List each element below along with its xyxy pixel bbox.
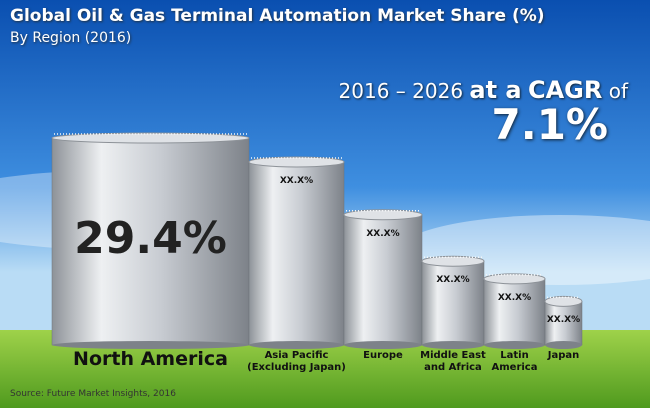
category-label: Middle East and Africa [420,350,486,373]
tank-roof [51,132,250,144]
tank-base [249,341,344,349]
value-label: XX.X% [436,275,470,286]
tank-base [422,341,484,349]
cagr-line: 2016 – 2026 at a CAGR of [339,76,628,104]
cagr-of: of [608,79,628,103]
tank [248,161,345,346]
tank [343,214,423,346]
value-label: XX.X% [497,292,532,303]
category-label: Asia Pacific (Excluding Japan) [247,350,346,373]
category-label: Japan [547,350,580,361]
tank [421,260,485,346]
tank-roof [483,273,546,285]
title: Global Oil & Gas Terminal Automation Mar… [10,6,545,26]
value-label: XX.X% [366,228,400,239]
tank-roof [248,156,345,168]
tank [544,301,583,346]
value-label: XX.X% [279,175,314,186]
category-label: Latin America [491,350,538,373]
cagr-at: at a [469,76,522,104]
source: Source: Future Market Insights, 2016 [10,389,176,399]
tank-base [52,341,249,349]
tank-roof [421,255,485,267]
tank-base [484,341,545,349]
tank-roof [343,209,423,221]
cagr-period: 2016 – 2026 [338,79,464,103]
tank-roof [544,295,583,307]
tank [483,278,546,346]
tank [51,137,250,346]
category-label: North America [73,348,228,370]
value-label: XX.X% [546,315,581,326]
subtitle: By Region (2016) [10,30,132,46]
tank-base [344,341,422,349]
tank-base [545,341,582,349]
category-label: Europe [363,350,403,361]
cagr-word: CAGR [527,76,603,104]
cagr-value: 7.1% [491,100,608,149]
value-label: 29.4% [74,213,227,264]
